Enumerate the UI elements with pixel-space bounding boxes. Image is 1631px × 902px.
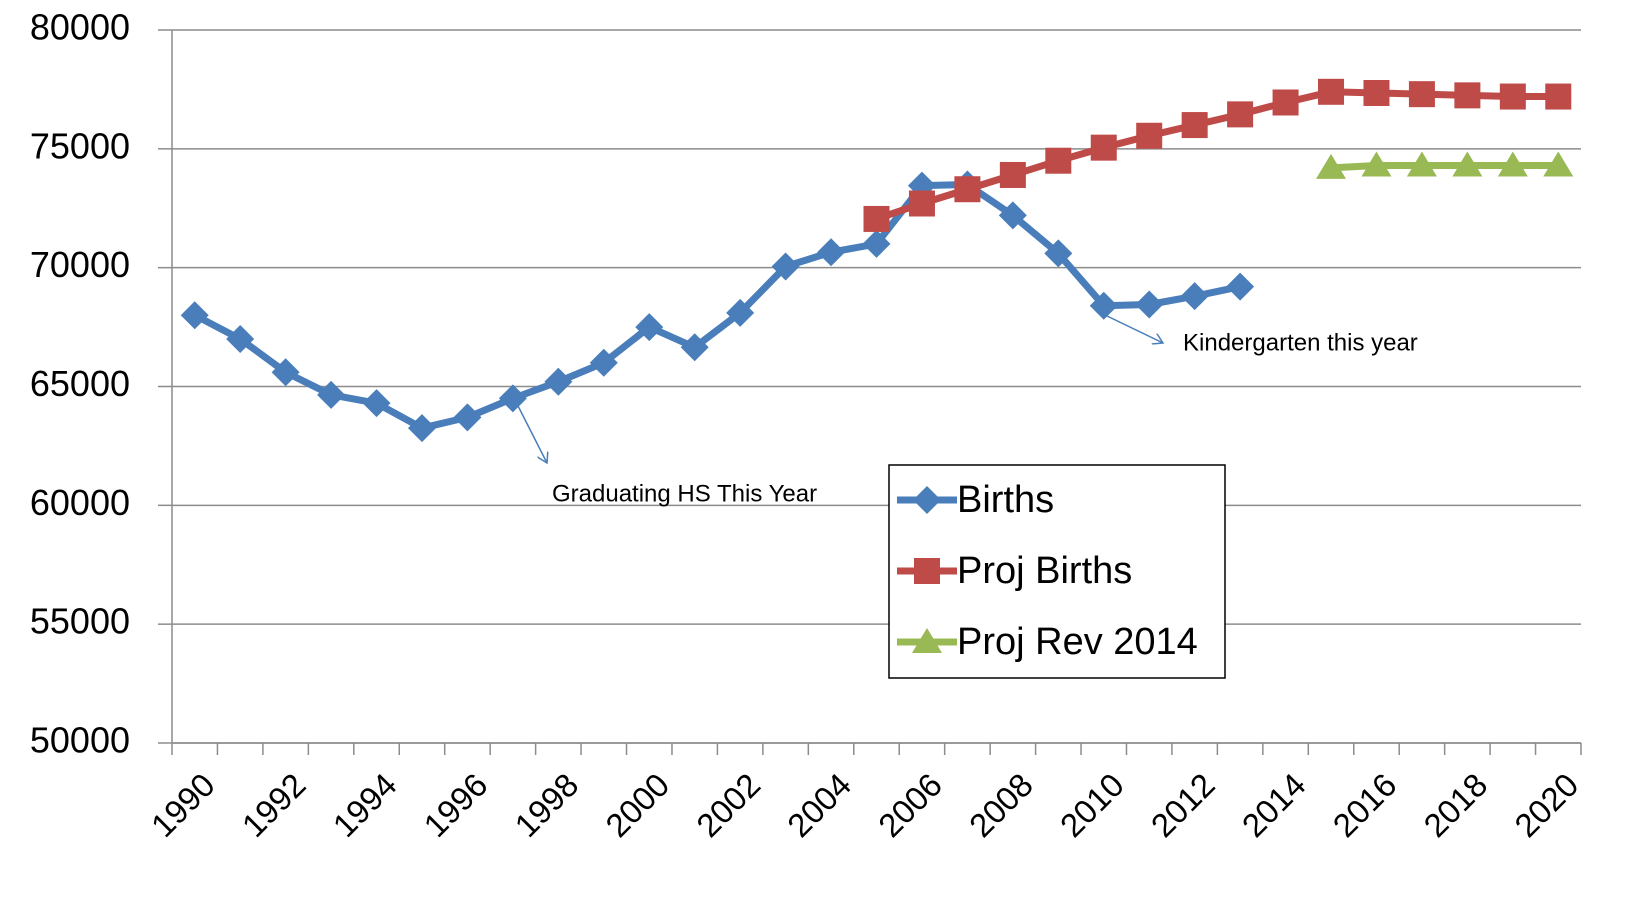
marker	[954, 176, 981, 203]
x-tick-label: 1990	[144, 766, 222, 844]
marker	[1361, 151, 1392, 177]
x-tick-label: 1992	[235, 766, 313, 844]
marker	[771, 252, 800, 281]
x-tick-label: 2014	[1235, 766, 1313, 844]
marker	[914, 558, 940, 584]
series-line	[1330, 161, 1559, 172]
marker	[1180, 282, 1209, 311]
marker	[1181, 112, 1208, 139]
marker	[817, 238, 846, 267]
y-tick-label: 60000	[30, 482, 130, 523]
y-tick-label: 70000	[30, 244, 130, 285]
legend-label: Proj Births	[957, 550, 1132, 592]
marker	[407, 414, 436, 443]
marker	[1454, 82, 1481, 109]
series-line	[193, 180, 1241, 432]
marker	[226, 324, 255, 353]
marker	[498, 384, 527, 413]
marker	[1497, 151, 1528, 177]
marker	[635, 313, 664, 342]
marker	[180, 301, 209, 330]
marker	[1316, 153, 1347, 179]
marker	[317, 380, 346, 409]
marker	[1363, 79, 1390, 106]
marker	[908, 190, 935, 217]
marker	[271, 358, 300, 387]
marker	[1044, 239, 1073, 268]
y-tick-label: 50000	[30, 720, 130, 761]
x-tick-label: 1996	[416, 766, 494, 844]
marker	[1226, 272, 1255, 301]
marker	[862, 229, 891, 258]
annotation: Kindergarten this year	[1183, 329, 1418, 356]
x-tick-label: 2008	[962, 766, 1040, 844]
x-tick-label: 2020	[1507, 766, 1585, 844]
x-tick-label: 2004	[780, 766, 858, 844]
x-tick-label: 2010	[1053, 766, 1131, 844]
marker	[863, 205, 890, 232]
y-tick-label: 75000	[30, 125, 130, 166]
marker	[1135, 290, 1164, 319]
marker	[1543, 151, 1574, 177]
x-tick-label: 2016	[1326, 766, 1404, 844]
marker	[1089, 291, 1118, 320]
x-tick-label: 2012	[1144, 766, 1222, 844]
marker	[1408, 81, 1435, 108]
marker	[913, 486, 941, 514]
x-tick-label: 2000	[598, 766, 676, 844]
marker	[1318, 78, 1345, 105]
y-tick-label: 65000	[30, 363, 130, 404]
marker	[1499, 83, 1526, 110]
x-tick-label: 2002	[689, 766, 767, 844]
marker	[1452, 151, 1483, 177]
x-tick-label: 1998	[507, 766, 585, 844]
marker	[1406, 151, 1437, 177]
series-line	[875, 88, 1559, 223]
x-tick-label: 2018	[1416, 766, 1494, 844]
marker	[999, 161, 1026, 188]
marker	[1545, 83, 1572, 110]
marker	[680, 333, 709, 362]
marker	[1090, 134, 1117, 161]
legend-label: Proj Rev 2014	[957, 621, 1198, 663]
marker	[1045, 147, 1072, 174]
marker	[1227, 101, 1254, 128]
y-tick-label: 80000	[30, 7, 130, 48]
marker	[453, 403, 482, 432]
annotation-arrow	[514, 399, 547, 463]
marker	[1272, 89, 1299, 116]
marker	[912, 628, 942, 653]
annotation-arrow	[1104, 314, 1163, 343]
marker	[544, 367, 573, 396]
annotation: Graduating HS This Year	[552, 480, 817, 507]
marker	[362, 389, 391, 418]
legend-label: Births	[957, 479, 1054, 521]
marker	[726, 298, 755, 327]
x-tick-label: 2006	[871, 766, 949, 844]
marker	[998, 201, 1027, 230]
y-tick-label: 55000	[30, 601, 130, 642]
marker	[589, 348, 618, 377]
x-tick-label: 1994	[326, 766, 404, 844]
marker	[1136, 122, 1163, 149]
